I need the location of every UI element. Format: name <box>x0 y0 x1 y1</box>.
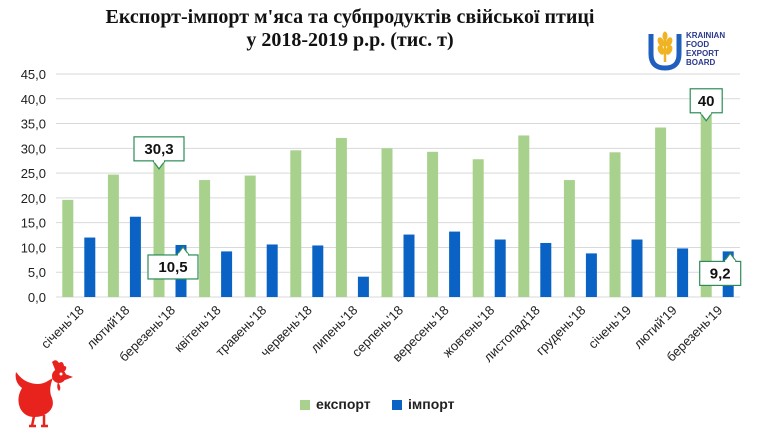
y-tick-label: 15,0 <box>21 216 46 231</box>
bar-export <box>199 180 211 297</box>
y-tick-label: 45,0 <box>21 67 46 82</box>
y-tick-label: 30,0 <box>21 141 46 156</box>
x-category-label: січень'19 <box>585 303 634 352</box>
bar-import <box>84 237 96 297</box>
bar-export <box>427 151 439 297</box>
y-tick-label: 20,0 <box>21 191 46 206</box>
legend-swatch-export <box>300 400 310 411</box>
bar-export <box>700 98 712 298</box>
chart-title: Експорт-імпорт м'яса та субпродуктів сві… <box>40 6 660 52</box>
bar-import <box>266 244 278 297</box>
logo-text-line-2: FOOD <box>686 40 710 49</box>
bar-export <box>290 150 302 297</box>
bar-export <box>107 174 119 297</box>
x-category-label: січень'18 <box>38 303 87 352</box>
bar-import <box>357 276 369 297</box>
bar-export <box>609 152 621 297</box>
wheat-u-logo-icon: KRAINIAN FOOD EXPORT BOARD <box>645 30 745 74</box>
bar-import <box>631 239 643 297</box>
y-tick-label: 35,0 <box>21 117 46 132</box>
y-tick-label: 25,0 <box>21 166 46 181</box>
callout-pointer-mask <box>154 159 164 163</box>
bar-export <box>518 135 530 297</box>
legend-swatch-import <box>392 400 402 411</box>
bar-import <box>129 216 141 297</box>
bar-import <box>494 239 506 297</box>
logo-text-line-1: KRAINIAN <box>686 31 726 40</box>
bar-export <box>335 137 347 297</box>
y-tick-label: 0,0 <box>28 290 46 305</box>
bar-import <box>449 231 461 297</box>
bar-export <box>381 148 393 297</box>
data-callout-box <box>133 136 185 162</box>
bar-export <box>655 127 667 298</box>
bar-export <box>153 146 165 297</box>
legend-item-export: експорт <box>300 396 371 412</box>
rooster-icon <box>15 360 73 428</box>
bar-export <box>563 180 575 297</box>
y-tick-label: 10,0 <box>21 240 46 255</box>
logo-text-line-3: EXPORT <box>686 49 719 58</box>
logo-emblem <box>648 31 682 71</box>
data-callout-box <box>699 260 742 287</box>
bar-import <box>585 253 597 297</box>
callout-pointer-mask <box>178 253 188 257</box>
y-tick-label: 5,0 <box>28 265 46 280</box>
bar-import <box>540 242 552 297</box>
data-callout-box <box>147 254 199 280</box>
data-label: 30,3 <box>144 141 173 158</box>
legend-label-import: імпорт <box>408 396 455 412</box>
bar-export <box>62 199 74 297</box>
bar-export <box>244 175 256 297</box>
data-label: 40 <box>698 93 715 110</box>
callout-pointer-mask <box>701 111 712 115</box>
data-label: 9,2 <box>710 265 731 282</box>
y-tick-label: 40,0 <box>21 92 46 107</box>
chart-title-line-1: Експорт-імпорт м'яса та субпродуктів сві… <box>105 6 595 28</box>
bar-import <box>221 251 233 297</box>
data-label: 10,5 <box>158 259 187 276</box>
callout-pointer-mask <box>725 259 736 263</box>
bar-import <box>677 248 689 297</box>
legend-label-export: експорт <box>316 396 371 412</box>
bar-import <box>312 245 324 297</box>
bar-import <box>403 234 415 297</box>
data-callout-box <box>689 88 723 114</box>
legend-item-import: імпорт <box>392 396 454 412</box>
logo-text-line-4: BOARD <box>686 58 716 67</box>
chart-title-line-2: у 2018-2019 р.р. (тис. т) <box>246 29 454 51</box>
x-category-label: грудень'18 <box>533 303 589 359</box>
bar-export <box>472 159 484 297</box>
